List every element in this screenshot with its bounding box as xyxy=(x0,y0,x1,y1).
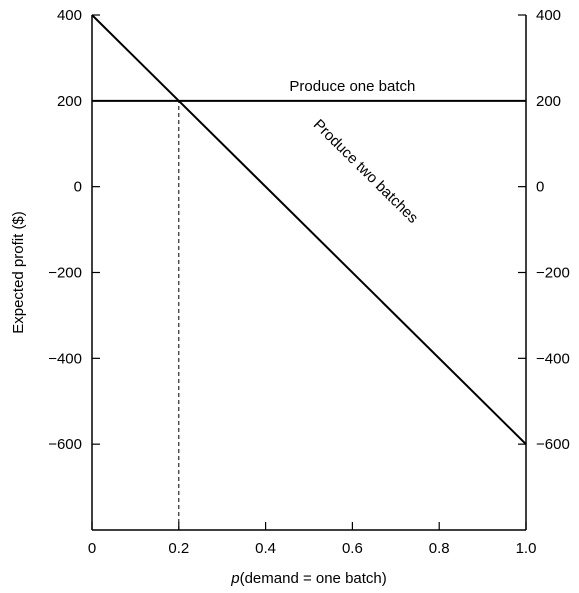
x-tick-label: 1.0 xyxy=(516,540,537,557)
y-tick-label-right: 0 xyxy=(536,179,544,196)
series-label-produce-two-batches: Produce two batches xyxy=(310,116,422,227)
y-tick-label-left: −200 xyxy=(48,265,82,282)
x-tick-label: 0.6 xyxy=(342,540,363,557)
chart-marks xyxy=(91,14,527,530)
y-tick-label-left: −400 xyxy=(48,350,82,367)
x-tick-label: 0 xyxy=(88,540,96,557)
series-line-produce-two-batches xyxy=(91,14,527,445)
x-axis-title: p(demand = one batch) xyxy=(230,570,387,587)
y-tick-label-left: 400 xyxy=(57,7,82,24)
x-axis-title-variable: p xyxy=(230,570,239,587)
x-axis-title-rest: (demand = one batch) xyxy=(240,570,387,587)
y-axis-title: Expected profit ($) xyxy=(10,211,27,334)
y-tick-label-left: 200 xyxy=(57,93,82,110)
x-tick-label: 0.2 xyxy=(168,540,189,557)
x-tick-label: 0.8 xyxy=(429,540,450,557)
x-tick-label: 0.4 xyxy=(255,540,276,557)
ticks: 0 0.2 0.4 0.6 0.8 1.0 400 400 200 200 0 0 −200 −200 −4… xyxy=(48,7,570,557)
y-tick-label-left: −600 xyxy=(48,436,82,453)
y-tick-label-right: −600 xyxy=(536,436,570,453)
y-tick-label-right: 400 xyxy=(536,7,561,24)
series-label-produce-one-batch: Produce one batch xyxy=(289,78,415,95)
y-tick-label-right: −400 xyxy=(536,350,570,367)
y-tick-label-left: 0 xyxy=(74,179,82,196)
y-tick-label-right: 200 xyxy=(536,93,561,110)
y-tick-label-right: −200 xyxy=(536,265,570,282)
